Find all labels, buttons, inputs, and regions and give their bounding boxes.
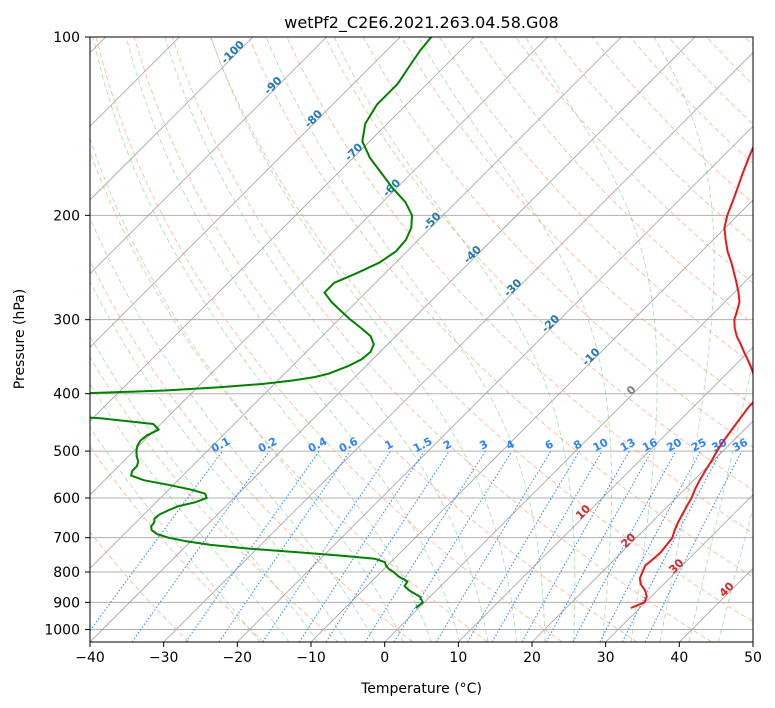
moist-adiabat-line: [90, 426, 261, 642]
moist-adiabat-line: [717, 506, 753, 642]
dry-adiabat-line: [324, 37, 753, 491]
moist-adiabat-line: [90, 383, 290, 642]
isotherm-line: [90, 37, 401, 348]
mixing-ratio-line: [90, 450, 223, 632]
temperature-profile: [630, 145, 753, 609]
mixing-ratio-line: [545, 450, 653, 642]
dry-adiabat-line: [171, 37, 712, 642]
mixing-ratio-label: 36: [730, 436, 750, 455]
isotherm-line: [458, 346, 753, 642]
moist-adiabat-line: [90, 136, 404, 642]
dry-adiabat-line: [95, 37, 563, 642]
y-tick-label: 100: [53, 30, 80, 46]
moist-adiabat-line: [653, 37, 715, 642]
moist-adiabat-line: [418, 37, 613, 642]
moist-adiabat-line: [125, 37, 461, 642]
dry-adiabat-line: [90, 445, 264, 642]
moist-adiabat-line: [92, 37, 432, 642]
isotherm-line: [90, 37, 327, 275]
mixing-ratio-label: 25: [689, 436, 709, 455]
mixing-ratio-line: [435, 450, 552, 642]
mixing-ratio-line: [325, 450, 450, 642]
moist-adiabat-line: [524, 37, 658, 642]
x-tick-label: −10: [296, 650, 326, 666]
isotherm-line: [90, 37, 622, 569]
mixing-ratio-line: [644, 450, 743, 642]
dry-adiabat-line: [400, 37, 753, 407]
dry-adiabat-line: [248, 37, 753, 578]
profiles: [90, 37, 753, 609]
x-tick-label: −40: [75, 650, 105, 666]
moist-adiabat-line: [164, 37, 489, 642]
mixing-ratio-line: [599, 450, 701, 642]
isotherm-line: [605, 494, 753, 642]
mixing-ratio-line: [218, 450, 351, 642]
y-axis-label: Pressure (hPa): [12, 289, 28, 389]
moist-adiabat-line: [90, 280, 347, 642]
isotherm-line: [163, 52, 753, 642]
mixing-ratio-label: 13: [618, 436, 638, 455]
dry-adiabat-line: [90, 259, 414, 642]
x-tick-label: −30: [149, 650, 179, 666]
x-axis-ticks: −40 −30 −20 −10 0 10 20 30 40 50: [75, 642, 762, 666]
x-tick-label: 50: [744, 650, 762, 666]
plot-frame: [89, 36, 754, 643]
mixing-ratio-line: [364, 450, 486, 642]
moist-adiabat-line: [90, 216, 376, 642]
mixing-ratio-line: [521, 450, 630, 642]
y-tick-label: 700: [53, 531, 80, 547]
y-axis-ticks: 100 200 300 400 500 600 700 800 900 1000: [44, 30, 90, 638]
dry-adiabat-line: [133, 37, 638, 642]
dry-adiabat-line: [90, 531, 190, 642]
dry-adiabat-line: [515, 37, 753, 284]
y-tick-label: 300: [53, 313, 80, 329]
isotherm-line: [531, 420, 753, 642]
isotherm-line: [384, 273, 753, 642]
x-tick-label: 40: [670, 650, 688, 666]
background-lines: [90, 37, 753, 642]
x-tick-label: 0: [380, 650, 389, 666]
mixing-ratio-line: [298, 450, 425, 642]
x-tick-label: 20: [523, 650, 541, 666]
isotherm-line: [237, 125, 753, 642]
y-tick-label: 900: [53, 595, 80, 611]
x-axis-label: Temperature (°C): [360, 681, 482, 697]
mixing-ratio-line: [393, 450, 513, 642]
x-tick-label: 30: [597, 650, 615, 666]
y-tick-label: 200: [53, 208, 80, 224]
x-tick-label: 10: [449, 650, 467, 666]
mixing-ratio-line: [572, 450, 677, 642]
isotherm-line: [90, 37, 254, 201]
y-tick-label: 1000: [44, 622, 80, 638]
moist-adiabat-line: [265, 37, 546, 642]
mixing-ratio-label: 16: [640, 436, 660, 455]
mixing-ratio-label: 20: [664, 436, 684, 455]
moist-adiabat-line: [688, 358, 753, 642]
mixing-ratio-label: 10: [591, 436, 611, 455]
dry-adiabat-line: [439, 37, 753, 365]
isotherm-line: [90, 37, 548, 496]
y-tick-label: 500: [53, 444, 80, 460]
moist-adiabat-line: [90, 334, 319, 642]
y-tick-label: 400: [53, 387, 80, 403]
y-tick-label: 600: [53, 491, 80, 507]
mixing-ratio-line: [621, 450, 722, 642]
mixing-ratio-line: [185, 450, 320, 642]
mixing-ratio-line: [262, 450, 392, 642]
dry-adiabat-line: [90, 150, 488, 642]
y-tick-label: 800: [53, 565, 80, 581]
dewpoint-profile: [90, 37, 433, 609]
moist-adiabat-line: [333, 37, 576, 642]
x-tick-label: −20: [223, 650, 253, 666]
moist-adiabat-line: [210, 37, 517, 642]
chart-title: wetPf2_C2E6.2021.263.04.58.G08: [284, 13, 558, 33]
dry-adiabat-line: [210, 37, 753, 623]
isotherm-line: [90, 37, 475, 422]
mixing-ratio-line: [131, 450, 270, 642]
